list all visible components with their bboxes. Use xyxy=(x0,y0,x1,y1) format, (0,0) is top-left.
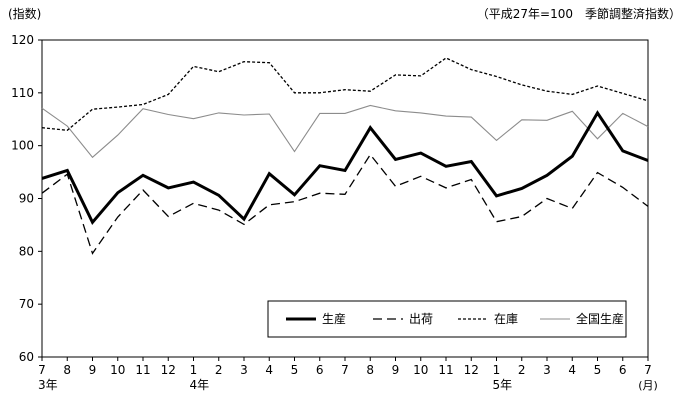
chart-note: （平成27年=100 季節調整済指数） xyxy=(477,6,681,21)
series-line-生産 xyxy=(41,110,649,226)
x-tick-label: 9 xyxy=(89,363,97,377)
y-tick-label: 70 xyxy=(19,297,34,311)
x-tick-label: 7 xyxy=(38,363,46,377)
x-tick-label: 1 xyxy=(190,363,198,377)
y-tick-label: 120 xyxy=(11,33,34,47)
y-tick-label: 100 xyxy=(11,139,34,153)
x-year-label: 5年 xyxy=(493,378,513,392)
x-tick-label: 5 xyxy=(594,363,602,377)
x-tick-label: 10 xyxy=(110,363,125,377)
x-tick-label: 5 xyxy=(291,363,299,377)
x-tick-label: 2 xyxy=(215,363,223,377)
y-tick-label: 90 xyxy=(19,192,34,206)
y-axis-label: (指数) xyxy=(8,6,41,21)
y-tick-label: 110 xyxy=(11,86,34,100)
x-tick-label: 12 xyxy=(464,363,479,377)
x-tick-label: 8 xyxy=(366,363,374,377)
x-tick-label: 12 xyxy=(161,363,176,377)
legend-label: 在庫 xyxy=(494,312,518,326)
series-line-出荷 xyxy=(41,153,649,255)
x-tick-label: 8 xyxy=(63,363,71,377)
legend-label: 全国生産 xyxy=(576,311,624,326)
x-tick-label: 7 xyxy=(341,363,349,377)
x-tick-label: 7 xyxy=(644,363,652,377)
x-tick-label: 6 xyxy=(316,363,324,377)
legend-label: 生産 xyxy=(322,311,346,326)
x-tick-label: 6 xyxy=(619,363,627,377)
x-year-label: 4年 xyxy=(190,378,210,392)
x-unit-label: (月) xyxy=(638,379,658,392)
x-tick-label: 3 xyxy=(543,363,551,377)
x-tick-label: 4 xyxy=(265,363,273,377)
x-tick-label: 4 xyxy=(568,363,576,377)
x-tick-label: 1 xyxy=(493,363,501,377)
x-tick-label: 2 xyxy=(518,363,526,377)
x-tick-label: 11 xyxy=(438,363,453,377)
x-tick-label: 3 xyxy=(240,363,248,377)
series-line-在庫 xyxy=(41,57,649,131)
y-tick-label: 60 xyxy=(19,350,34,364)
x-year-label: 3年 xyxy=(38,378,58,392)
y-tick-label: 80 xyxy=(19,244,34,258)
x-tick-label: 11 xyxy=(135,363,150,377)
x-tick-label: 9 xyxy=(392,363,400,377)
series-line-全国生産 xyxy=(41,104,649,159)
x-tick-label: 10 xyxy=(413,363,428,377)
legend-label: 出荷 xyxy=(409,312,433,326)
